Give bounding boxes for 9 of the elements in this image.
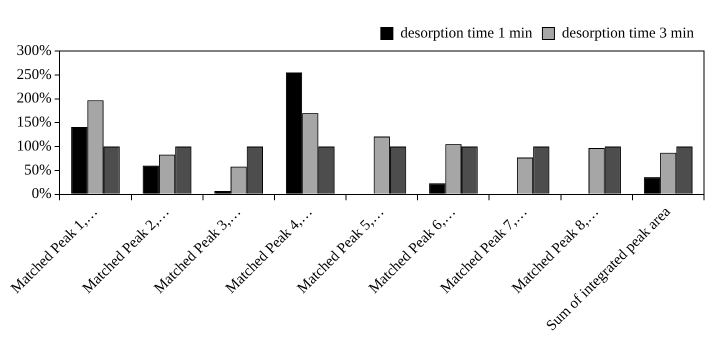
y-tick-label: 250% xyxy=(16,66,52,83)
y-tick-label: 150% xyxy=(16,114,52,131)
legend-label: desorption time 3 min xyxy=(562,25,694,42)
legend-label: desorption time 1 min xyxy=(400,25,533,42)
y-tick-label: 100% xyxy=(16,138,52,154)
y-tick-label: 200% xyxy=(16,90,52,107)
y-tick-label: 300% xyxy=(16,42,52,59)
y-tick-label: 0% xyxy=(32,186,52,202)
y-tick-label: 50% xyxy=(24,162,52,178)
